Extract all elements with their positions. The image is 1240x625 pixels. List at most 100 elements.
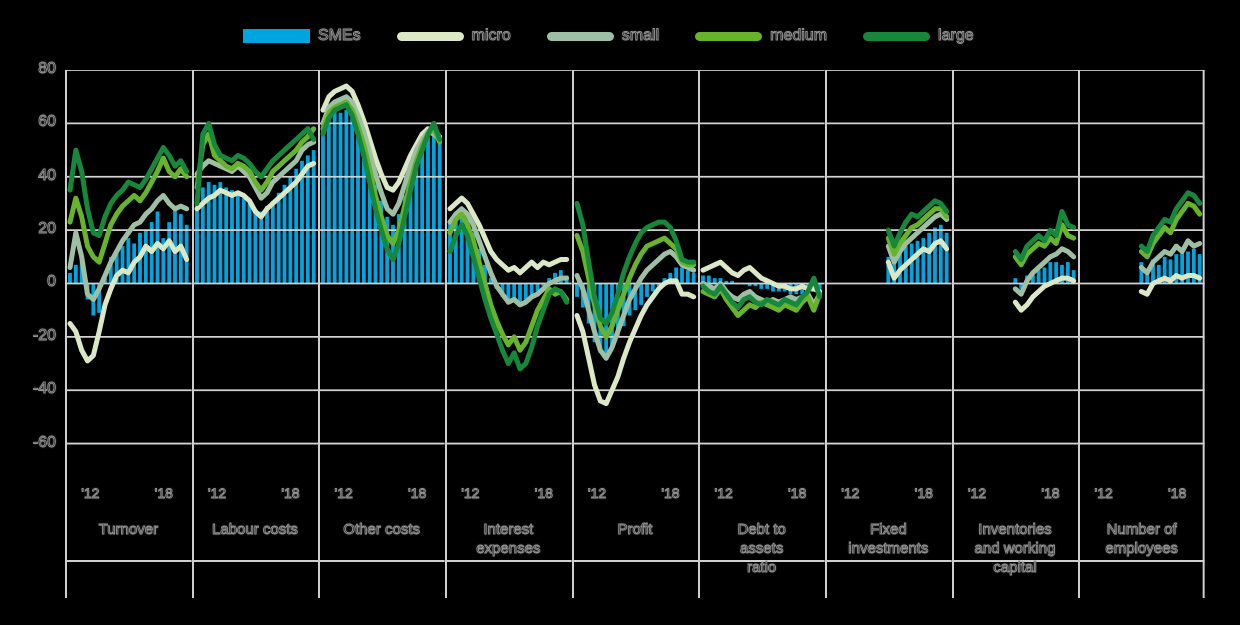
large-line xyxy=(700,275,823,311)
panel-title: Fixed investments xyxy=(825,520,952,558)
chart-legend: SMEs micro small medium large xyxy=(243,26,974,46)
micro-line xyxy=(447,195,570,276)
x-tick-label: '12 xyxy=(81,485,100,502)
panel-title: Profit xyxy=(572,520,699,539)
micro-line xyxy=(1139,272,1203,297)
legend-swatch-large xyxy=(863,31,931,41)
panel-title: Other costs xyxy=(318,520,445,539)
panel-title-line: employees xyxy=(1105,540,1178,558)
large-line xyxy=(885,198,950,249)
x-tick-label: '12 xyxy=(207,485,227,502)
y-axis-tick-label: -60 xyxy=(32,433,56,451)
legend-label: micro xyxy=(471,27,511,44)
legend-item-micro: micro xyxy=(396,27,511,44)
legend-item-smes: SMEs xyxy=(243,27,361,44)
panel-title: Labour costs xyxy=(192,520,319,539)
legend-swatch-medium xyxy=(695,31,763,41)
chart-panel-4: '12 '18 Profit xyxy=(571,70,699,598)
panel-title-line: capital xyxy=(993,559,1037,577)
panel-plot xyxy=(698,70,825,598)
medium-line xyxy=(1012,222,1076,268)
y-axis-tick-label: 40 xyxy=(38,166,57,184)
y-axis-tick-label: -40 xyxy=(32,380,56,398)
panel-plot xyxy=(571,70,699,598)
small-line xyxy=(574,248,696,361)
legend-item-small: small xyxy=(546,27,660,44)
large-line xyxy=(1139,190,1203,254)
panel-title-line: Fixed xyxy=(869,521,908,539)
panel-title: Number of employees xyxy=(1078,520,1205,558)
panel-title-line: expenses xyxy=(476,540,541,558)
micro-line xyxy=(885,238,950,281)
y-axis-tick-label: -20 xyxy=(32,326,56,344)
panel-title: Inventories and working capital xyxy=(952,520,1079,577)
x-tick-label: '18 xyxy=(154,485,173,502)
y-axis-tick-label: 60 xyxy=(38,113,57,131)
x-tick-label: '12 xyxy=(967,485,987,502)
x-tick-label: '18 xyxy=(914,485,933,502)
chart-panel-7: '12 '18 Inventories and working capital xyxy=(951,70,1079,598)
small-line xyxy=(447,206,570,308)
panel-title-line: Number of xyxy=(1106,521,1177,539)
legend-swatch-micro xyxy=(396,31,464,41)
x-tick-label: '18 xyxy=(407,485,427,502)
medium-line xyxy=(67,155,190,265)
panel-title-line: Debt to xyxy=(737,521,786,539)
chart-panel-6: '12 '18 Fixed investments xyxy=(825,70,952,598)
chart-panel-1: '12 '18 Labour costs xyxy=(191,70,319,598)
large-line xyxy=(67,144,190,238)
small-line xyxy=(320,94,443,217)
small-line xyxy=(67,192,190,303)
panel-plot xyxy=(825,70,952,598)
legend-label: medium xyxy=(770,27,828,44)
legend-item-medium: medium xyxy=(695,27,828,44)
chart-panel-5: '12 '18 Debt to assets ratio xyxy=(698,70,825,598)
large-line xyxy=(574,200,696,327)
x-tick-label: '12 xyxy=(841,485,860,502)
chart-panel-0: '12 '18 Turnover xyxy=(65,70,192,598)
y-axis-tick-label: 20 xyxy=(38,220,57,238)
panel-plot xyxy=(445,70,572,598)
panel-title-line: Inventories xyxy=(978,521,1052,539)
panel-plot xyxy=(191,70,319,598)
micro-line xyxy=(194,160,316,220)
x-tick-label: '12 xyxy=(714,485,733,502)
x-tick-label: '18 xyxy=(1167,485,1187,502)
x-tick-label: '18 xyxy=(281,485,300,502)
panel-title-line: investments xyxy=(848,540,929,558)
panel-plot xyxy=(65,70,192,598)
x-tick-label: '12 xyxy=(334,485,353,502)
y-axis-tick-label: 0 xyxy=(47,273,57,291)
small-line xyxy=(194,139,316,201)
micro-line xyxy=(700,259,823,295)
small-line xyxy=(885,211,950,265)
chart-panel-8: '12 '18 Number of employees xyxy=(1078,70,1205,598)
x-tick-label: '18 xyxy=(534,485,553,502)
micro-line xyxy=(1012,275,1076,313)
large-line xyxy=(447,222,570,372)
x-tick-label: '12 xyxy=(587,485,607,502)
panel-plot xyxy=(1078,70,1205,598)
small-line xyxy=(1139,238,1203,276)
panel-title-line: assets xyxy=(739,540,784,558)
large-line xyxy=(320,102,443,262)
x-tick-label: '12 xyxy=(461,485,480,502)
chart-panel-3: '12 '18 Interest expenses xyxy=(445,70,572,598)
x-tick-label: '18 xyxy=(1041,485,1060,502)
y-axis-tick-label: 80 xyxy=(38,60,57,78)
chart-panel-2: '12 '18 Other costs xyxy=(318,70,445,598)
legend-label: small xyxy=(621,27,660,44)
x-tick-label: '18 xyxy=(787,485,807,502)
panel-title: Turnover xyxy=(65,520,192,539)
panel-plot xyxy=(951,70,1079,598)
small-line xyxy=(1012,246,1076,297)
medium-line xyxy=(194,126,316,193)
legend-swatch-small xyxy=(546,31,614,41)
large-line xyxy=(1012,208,1076,262)
legend-label: large xyxy=(938,27,974,44)
panel-title-line: Labour costs xyxy=(212,521,299,539)
micro-line xyxy=(67,238,190,364)
legend-item-large: large xyxy=(863,27,974,44)
micro-line xyxy=(574,278,696,407)
